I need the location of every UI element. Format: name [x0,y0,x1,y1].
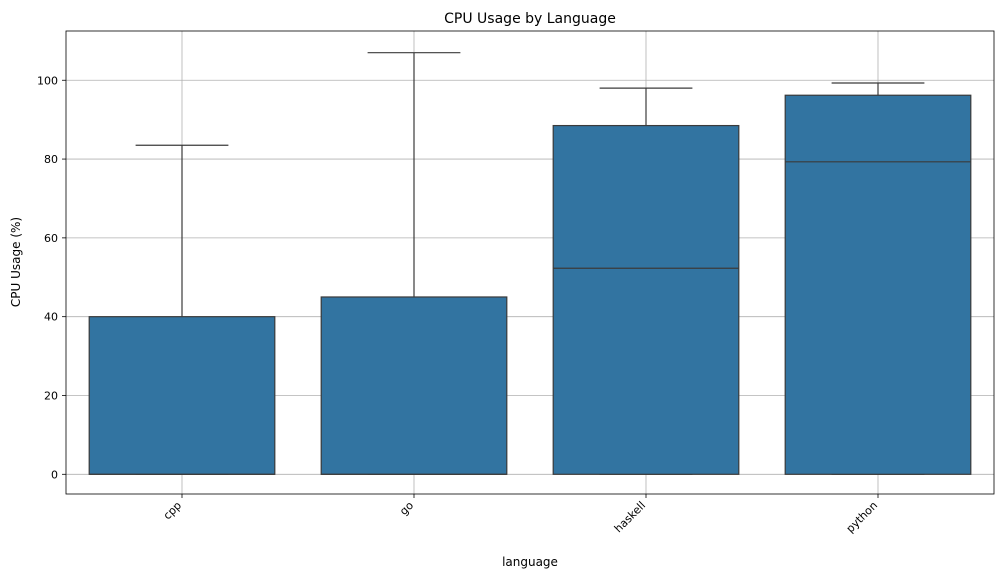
box-iqr [784,94,972,475]
x-tick-label-python: python [844,499,880,535]
box-python [784,82,972,475]
box-cpp [88,144,276,475]
chart-title: CPU Usage by Language [444,11,616,27]
box-haskell [552,87,740,475]
box-iqr [552,124,740,475]
x-tick-label-cpp: cpp [161,499,184,522]
y-tick-label: 100 [37,74,58,87]
y-tick-label: 60 [44,232,58,245]
x-axis-label: language [502,555,558,569]
y-tick-label: 0 [51,468,58,481]
x-tick-label-go: go [397,499,416,518]
y-tick-label: 80 [44,153,58,166]
y-tick-label: 40 [44,311,58,324]
box-iqr [320,296,508,475]
x-axis-ticks: cpp go haskell python [161,494,880,535]
y-tick-label: 20 [44,389,58,402]
y-axis-label: CPU Usage (%) [9,217,23,307]
box-series [88,52,972,475]
plot-area-frame [65,30,995,495]
box-iqr [88,316,276,475]
box-go [320,52,508,475]
x-tick-label-haskell: haskell [612,499,648,535]
y-axis-ticks: 0 20 40 60 80 100 [37,74,66,481]
